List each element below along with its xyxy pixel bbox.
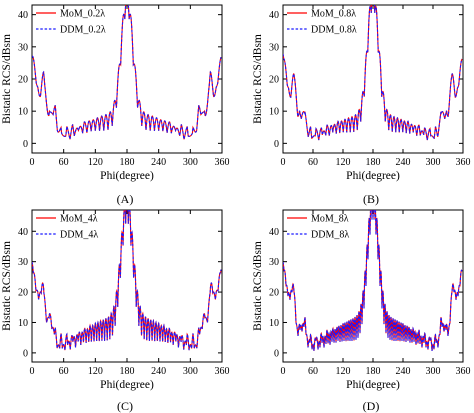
series-line-mom [283,5,463,141]
x-tick-label: 60 [59,157,69,168]
panel-label: (B) [363,192,379,206]
series-line-ddm [32,210,222,351]
x-tick-label: 120 [336,157,351,168]
y-tick-label: 0 [23,348,28,359]
y-tick-label: 40 [18,227,28,238]
panel-label: (D) [363,399,380,413]
y-axis-title: Bistatic RCS/dBsm [1,34,13,124]
chart-panel-2: 0 60 120 180 240 300 360 0 10 20 30 40 Phi(degree) Bi… [252,4,471,206]
y-tick-label: 0 [274,139,279,150]
y-tick-label: 30 [269,257,279,268]
x-tick-label: 300 [426,157,441,168]
x-tick-label: 360 [456,366,471,377]
panel-label: (A) [117,192,134,206]
y-tick-label: 20 [269,75,279,86]
series-line-mom [32,5,222,140]
x-tick-label: 0 [281,366,286,377]
legend-label: MoM_0.2λ [60,9,105,20]
x-tick-label: 300 [426,366,441,377]
legend-label: MoM_4λ [60,214,98,225]
y-tick-label: 10 [269,318,279,329]
y-axis-title: Bistatic RCS/dBsm [252,34,264,124]
x-tick-label: 120 [336,366,351,377]
x-axis-title: Phi(degree) [346,170,400,182]
y-tick-label: 0 [274,348,279,359]
x-axis-title: Phi(degree) [100,170,154,182]
x-tick-label: 360 [215,366,230,377]
legend-label: DDM_0.8λ [311,25,357,36]
y-tick-label: 40 [269,227,279,238]
y-tick-label: 20 [18,75,28,86]
panel-label: (C) [117,399,133,413]
x-tick-label: 0 [30,366,35,377]
y-tick-label: 40 [269,10,279,21]
series-line-ddm [32,5,222,140]
x-tick-label: 120 [88,366,103,377]
x-tick-label: 180 [366,366,381,377]
x-tick-label: 300 [183,157,198,168]
legend-label: DDM_8λ [311,230,349,241]
legend-label: DDM_4λ [60,230,98,241]
x-tick-label: 180 [120,157,135,168]
y-tick-label: 20 [18,288,28,299]
x-tick-label: 180 [120,366,135,377]
x-tick-label: 240 [396,366,411,377]
y-tick-label: 30 [18,257,28,268]
y-tick-label: 0 [23,139,28,150]
legend-label: DDM_0.2λ [60,25,106,36]
x-tick-label: 60 [59,366,69,377]
x-tick-label: 0 [281,157,286,168]
x-tick-label: 60 [308,366,318,377]
x-tick-label: 0 [30,157,35,168]
x-axis-title: Phi(degree) [346,379,400,391]
chart-panel-4: 0 60 120 180 240 300 360 0 10 20 30 40 Phi(degree) Bi… [252,209,471,413]
y-tick-label: 10 [18,318,28,329]
y-axis-title: Bistatic RCS/dBsm [1,241,13,331]
chart-panel-3: 0 60 120 180 240 300 360 0 10 20 30 40 Phi(degree) Bi… [1,209,230,413]
x-tick-label: 180 [366,157,381,168]
y-tick-label: 10 [18,107,28,118]
x-tick-label: 120 [88,157,103,168]
legend-label: MoM_8λ [311,214,349,225]
x-tick-label: 240 [396,157,411,168]
y-axis-title: Bistatic RCS/dBsm [252,241,264,331]
x-tick-label: 240 [151,157,166,168]
series-line-mom [283,210,463,351]
x-tick-label: 360 [456,157,471,168]
legend-label: MoM_0.8λ [311,9,356,20]
y-tick-label: 20 [269,288,279,299]
series-line-ddm [283,210,463,351]
x-axis-title: Phi(degree) [100,379,154,391]
x-tick-label: 240 [151,366,166,377]
x-tick-label: 60 [308,157,318,168]
series-line-ddm [283,5,463,141]
y-tick-label: 10 [269,107,279,118]
x-tick-label: 300 [183,366,198,377]
y-tick-label: 30 [269,42,279,53]
y-tick-label: 30 [18,42,28,53]
x-tick-label: 360 [215,157,230,168]
y-tick-label: 40 [18,10,28,21]
chart-panel-1: 0 60 120 180 240 300 360 0 10 20 30 40 Phi(degree) Bi… [1,4,230,206]
